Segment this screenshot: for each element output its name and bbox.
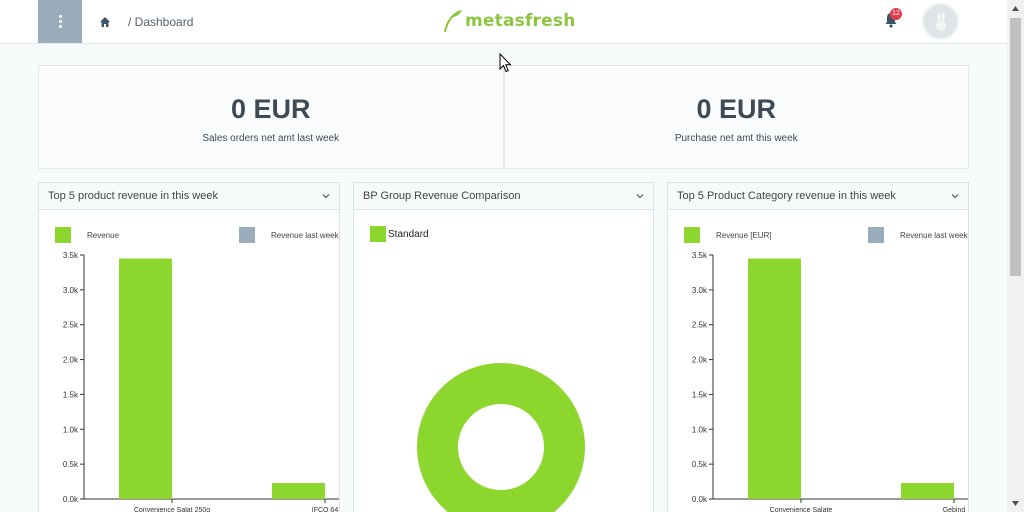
- legend-label: Revenue: [87, 231, 120, 240]
- bar: [272, 482, 325, 499]
- top-header: / Dashboard metasfresh 12: [0, 0, 1007, 44]
- rabbit-icon: [935, 12, 946, 31]
- widget-header: Top 5 Product Category revenue in this w…: [668, 183, 968, 210]
- legend-swatch: [55, 227, 71, 243]
- legend-swatch: [684, 227, 700, 243]
- widget-title: BP Group Revenue Comparison: [363, 190, 521, 202]
- legend-label: Standard: [388, 229, 429, 240]
- home-icon[interactable]: [99, 16, 111, 28]
- y-tick-label: 0.0k: [63, 495, 79, 504]
- y-tick-label: 3.0k: [692, 286, 708, 295]
- scroll-up-arrow-icon[interactable]: [1007, 0, 1024, 17]
- menu-dots-icon: [58, 15, 62, 28]
- legend-swatch: [370, 226, 386, 242]
- kpi-sales[interactable]: 0 EUR Sales orders net amt last week: [39, 66, 503, 168]
- widget-top5-category: Top 5 Product Category revenue in this w…: [667, 182, 969, 512]
- y-tick-label: 0.5k: [63, 460, 79, 469]
- chevron-down-icon[interactable]: [636, 192, 644, 200]
- bar: [119, 258, 172, 499]
- y-tick-label: 3.0k: [63, 286, 79, 295]
- y-tick-label: 2.0k: [63, 356, 79, 365]
- legend-label: Revenue last week: [900, 231, 968, 240]
- chevron-down-icon[interactable]: [322, 192, 330, 200]
- x-tick-label: Convenience Salate: [770, 507, 833, 512]
- logo-text: metasfresh: [465, 11, 576, 31]
- x-tick-label: Convenience Salat 250g: [134, 507, 210, 512]
- chevron-down-icon[interactable]: [951, 192, 959, 200]
- kpi-label: Sales orders net amt last week: [202, 133, 340, 144]
- y-tick-label: 3.5k: [63, 251, 79, 260]
- x-tick-label: IFCO 64: [312, 507, 339, 512]
- legend-label: Revenue [EUR]: [716, 231, 772, 240]
- y-tick-label: 0.0k: [692, 495, 708, 504]
- y-tick-label: 1.5k: [692, 390, 708, 399]
- bar: [901, 482, 954, 499]
- widget-header: BP Group Revenue Comparison: [354, 183, 653, 210]
- breadcrumb[interactable]: / Dashboard: [128, 15, 194, 29]
- legend-label: Revenue last week: [271, 231, 339, 240]
- scroll-down-arrow-icon[interactable]: [1007, 495, 1024, 512]
- widget-bp-group: BP Group Revenue Comparison Standard: [353, 182, 654, 512]
- y-tick-label: 1.0k: [63, 425, 79, 434]
- kpi-value: 0 EUR: [230, 94, 311, 124]
- y-tick-label: 2.5k: [692, 321, 708, 330]
- logo-leaf-icon: [444, 10, 462, 33]
- menu-button[interactable]: [38, 0, 82, 43]
- logo: metasfresh: [443, 6, 576, 36]
- page-scrollbar[interactable]: [1007, 0, 1024, 512]
- kpi-label: Purchase net amt this week: [674, 133, 798, 144]
- legend-swatch: [239, 227, 255, 243]
- x-tick-label: Gebind: [943, 507, 966, 512]
- legend-swatch: [868, 227, 884, 243]
- scroll-thumb[interactable]: [1010, 18, 1021, 276]
- widget-header: Top 5 product revenue in this week: [39, 183, 339, 210]
- mouse-cursor-icon: [499, 53, 512, 73]
- y-tick-label: 1.5k: [63, 390, 79, 399]
- widget-title: Top 5 Product Category revenue in this w…: [677, 190, 896, 202]
- kpi-row: 0 EUR Sales orders net amt last week 0 E…: [38, 65, 969, 169]
- y-tick-label: 3.5k: [692, 251, 708, 260]
- y-tick-label: 0.5k: [692, 460, 708, 469]
- donut-chart: Standard: [370, 226, 585, 512]
- widget-title: Top 5 product revenue in this week: [48, 190, 218, 202]
- y-tick-label: 2.5k: [63, 321, 79, 330]
- bar: [748, 258, 801, 499]
- kpi-purchase[interactable]: 0 EUR Purchase net amt this week: [502, 66, 969, 168]
- bar-chart: Revenue [EUR] Revenue last week 0.0k 0.5k 1.…: [684, 227, 968, 512]
- notification-badge: 12: [890, 8, 902, 20]
- widget-top5-product: Top 5 product revenue in this week Reven…: [38, 182, 340, 512]
- avatar[interactable]: [922, 3, 959, 40]
- kpi-value: 0 EUR: [696, 94, 777, 124]
- pie-slice: [417, 363, 585, 512]
- y-tick-label: 2.0k: [692, 356, 708, 365]
- bar-chart: Revenue Revenue last week 0.0k 0.5k 1.0k 1.5k…: [55, 227, 339, 512]
- y-tick-label: 1.0k: [692, 425, 708, 434]
